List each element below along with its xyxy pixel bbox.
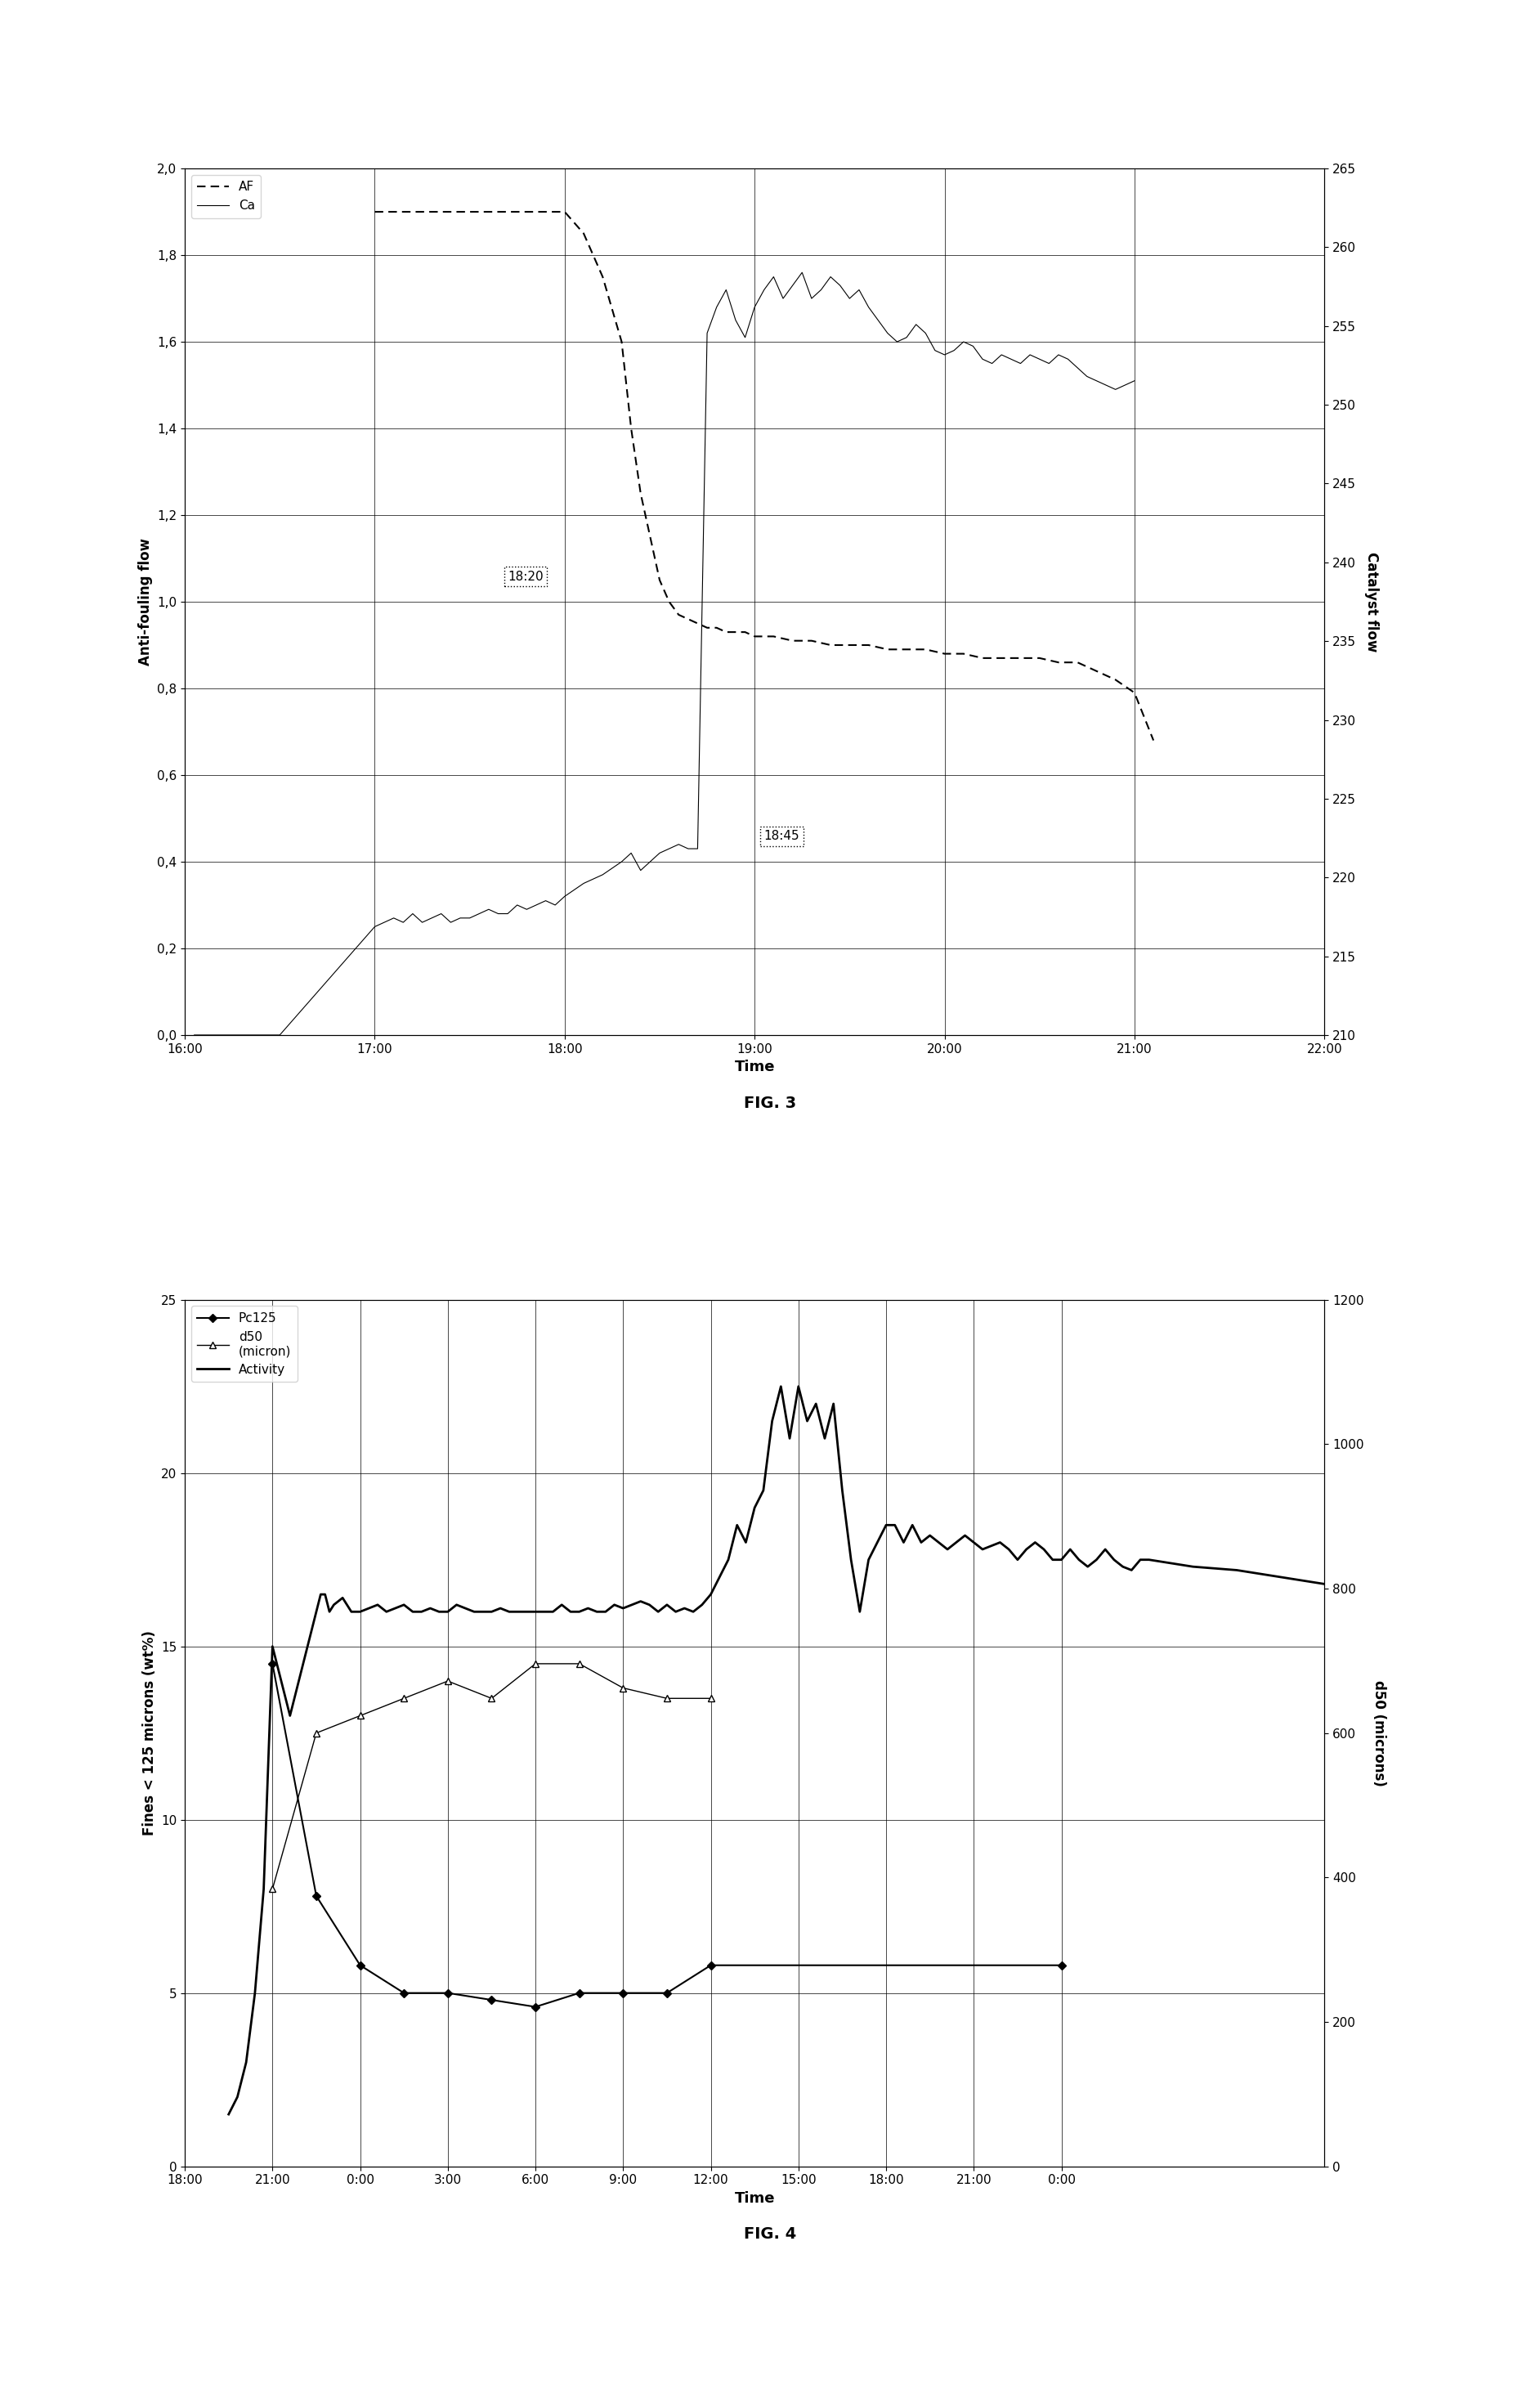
Text: FIG. 3: FIG. 3	[744, 1095, 796, 1110]
Legend: AF, Ca: AF, Ca	[191, 176, 262, 219]
Text: 18:20: 18:20	[508, 570, 544, 582]
Legend: Pc125, d50
(micron), Activity: Pc125, d50 (micron), Activity	[191, 1307, 297, 1382]
X-axis label: Time: Time	[735, 2190, 775, 2205]
Y-axis label: Catalyst flow: Catalyst flow	[1364, 551, 1378, 652]
Y-axis label: Anti-fouling flow: Anti-fouling flow	[137, 539, 152, 664]
Text: 18:45: 18:45	[764, 830, 799, 842]
X-axis label: Time: Time	[735, 1059, 775, 1074]
Y-axis label: Fines < 125 microns (wt%): Fines < 125 microns (wt%)	[142, 1630, 157, 1837]
Y-axis label: d50 (microns): d50 (microns)	[1372, 1680, 1386, 1786]
Text: FIG. 4: FIG. 4	[744, 2226, 796, 2241]
